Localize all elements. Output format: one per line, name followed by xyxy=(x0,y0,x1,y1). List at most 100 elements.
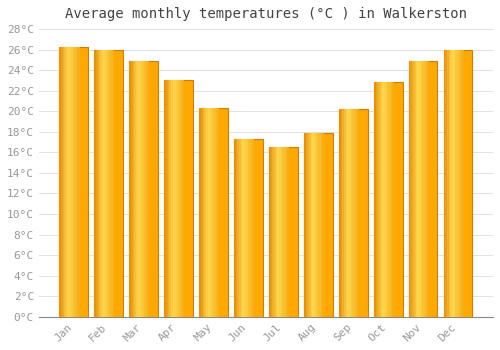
Bar xyxy=(272,147,274,317)
Bar xyxy=(388,83,389,317)
Bar xyxy=(316,133,318,317)
Bar xyxy=(214,108,216,317)
Bar xyxy=(74,47,76,317)
Bar xyxy=(113,50,114,317)
Bar xyxy=(379,83,380,317)
Bar xyxy=(212,108,214,317)
Bar xyxy=(66,47,68,317)
Bar xyxy=(392,83,394,317)
Bar xyxy=(450,50,452,317)
Bar xyxy=(449,50,450,317)
Bar xyxy=(108,50,110,317)
Bar xyxy=(174,80,176,317)
Bar xyxy=(166,80,168,317)
Bar xyxy=(138,61,140,317)
Bar xyxy=(199,108,228,317)
Bar xyxy=(164,80,193,317)
Bar xyxy=(73,47,74,317)
Bar xyxy=(410,61,412,317)
Bar xyxy=(427,61,429,317)
Bar xyxy=(318,133,319,317)
Bar xyxy=(251,139,252,317)
Bar xyxy=(180,80,181,317)
Bar xyxy=(144,61,146,317)
Bar xyxy=(209,108,211,317)
Bar xyxy=(204,108,206,317)
Bar xyxy=(457,50,459,317)
Bar xyxy=(211,108,212,317)
Bar xyxy=(270,147,272,317)
Bar xyxy=(238,139,239,317)
Bar xyxy=(172,80,174,317)
Bar xyxy=(447,50,449,317)
Bar xyxy=(444,50,446,317)
Bar xyxy=(282,147,284,317)
Bar xyxy=(76,47,78,317)
Bar xyxy=(320,133,322,317)
Bar xyxy=(98,50,100,317)
Bar xyxy=(374,83,376,317)
Bar xyxy=(242,139,244,317)
Bar xyxy=(377,83,379,317)
Bar xyxy=(452,50,454,317)
Bar xyxy=(94,50,123,317)
Bar xyxy=(389,83,390,317)
Bar xyxy=(64,47,66,317)
Bar xyxy=(376,83,377,317)
Bar xyxy=(420,61,422,317)
Bar xyxy=(274,147,276,317)
Bar xyxy=(276,147,278,317)
Bar xyxy=(70,47,71,317)
Bar xyxy=(94,50,96,317)
Bar xyxy=(68,47,70,317)
Bar xyxy=(352,109,354,317)
Bar xyxy=(384,83,386,317)
Bar xyxy=(304,133,306,317)
Bar xyxy=(60,47,88,317)
Bar xyxy=(176,80,178,317)
Bar xyxy=(148,61,150,317)
Bar xyxy=(342,109,344,317)
Bar xyxy=(269,147,270,317)
Bar xyxy=(314,133,316,317)
Bar xyxy=(181,80,182,317)
Bar xyxy=(310,133,312,317)
Bar xyxy=(358,109,359,317)
Bar xyxy=(380,83,382,317)
Bar xyxy=(424,61,426,317)
Bar xyxy=(419,61,420,317)
Bar xyxy=(218,108,220,317)
Bar xyxy=(141,61,142,317)
Bar xyxy=(304,133,332,317)
Bar xyxy=(146,61,148,317)
Bar xyxy=(456,50,457,317)
Bar xyxy=(71,47,73,317)
Bar xyxy=(199,108,201,317)
Bar xyxy=(348,109,349,317)
Bar xyxy=(178,80,180,317)
Bar xyxy=(312,133,314,317)
Bar xyxy=(96,50,98,317)
Bar xyxy=(382,83,384,317)
Bar xyxy=(234,139,263,317)
Bar xyxy=(278,147,279,317)
Bar xyxy=(236,139,238,317)
Bar xyxy=(142,61,144,317)
Bar xyxy=(249,139,251,317)
Bar xyxy=(340,109,342,317)
Bar xyxy=(386,83,388,317)
Bar xyxy=(350,109,352,317)
Bar xyxy=(234,139,236,317)
Bar xyxy=(459,50,460,317)
Bar xyxy=(246,139,248,317)
Bar xyxy=(279,147,281,317)
Bar xyxy=(131,61,132,317)
Bar xyxy=(104,50,106,317)
Bar xyxy=(134,61,136,317)
Bar xyxy=(130,61,131,317)
Bar xyxy=(346,109,348,317)
Bar xyxy=(182,80,184,317)
Bar xyxy=(306,133,308,317)
Bar xyxy=(269,147,298,317)
Bar xyxy=(216,108,218,317)
